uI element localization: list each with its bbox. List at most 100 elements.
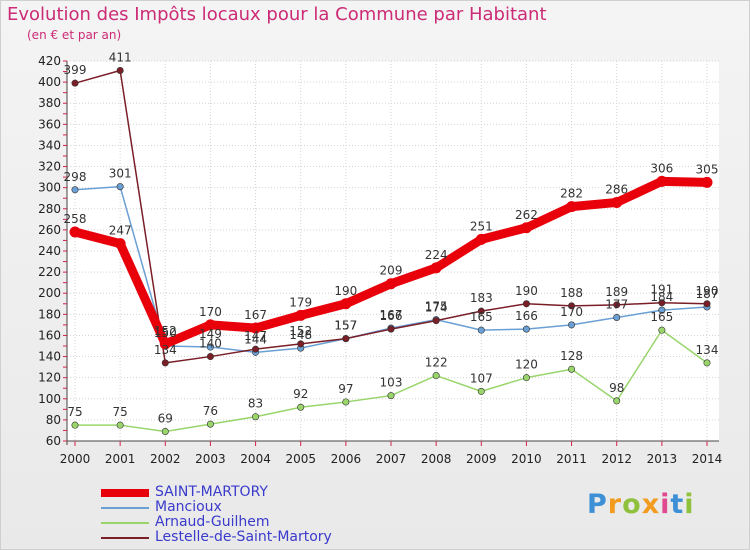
y-tick-label: 140: [38, 350, 61, 364]
data-label: 298: [64, 170, 87, 184]
chart-subtitle: (en € et par an): [27, 28, 122, 42]
y-tick-label: 160: [38, 328, 61, 342]
data-point: [656, 175, 668, 187]
data-point: [116, 421, 124, 429]
x-tick-label: 2012: [601, 452, 632, 466]
x-tick-label: 2000: [60, 452, 91, 466]
data-label: 103: [380, 376, 403, 390]
legend-label: Mancioux: [155, 499, 222, 515]
data-point: [252, 345, 260, 353]
data-point: [206, 343, 214, 351]
data-point: [568, 302, 576, 310]
data-label: 166: [515, 309, 538, 323]
data-point: [701, 176, 713, 188]
proxiti-logo: Proxiti: [587, 489, 695, 520]
data-label: 187: [696, 287, 719, 301]
series: [69, 67, 713, 435]
legend-label: SAINT-MARTORY: [155, 484, 268, 500]
data-point: [114, 238, 126, 250]
x-tick-label: 2013: [647, 452, 678, 466]
grid: [67, 60, 719, 442]
data-label: 262: [515, 208, 538, 222]
data-label: 305: [696, 162, 719, 176]
data-point: [387, 325, 395, 333]
data-point: [703, 359, 711, 367]
data-label: 174: [425, 301, 448, 315]
data-point: [387, 392, 395, 400]
y-tick-label: 340: [38, 138, 61, 152]
data-point: [568, 365, 576, 373]
y-tick-label: 280: [38, 202, 61, 216]
y-tick-label: 260: [38, 223, 61, 237]
data-point: [658, 326, 666, 334]
data-label: 150: [154, 326, 177, 340]
data-point: [116, 183, 124, 191]
data-label: 170: [560, 305, 583, 319]
data-label: 134: [696, 343, 719, 357]
data-label: 188: [560, 286, 583, 300]
data-label: 247: [109, 224, 132, 238]
data-point: [566, 201, 578, 213]
data-point: [206, 420, 214, 428]
y-tick-label: 400: [38, 75, 61, 89]
data-point: [71, 421, 79, 429]
data-point: [161, 427, 169, 435]
data-point: [703, 300, 711, 308]
data-label: 122: [425, 356, 448, 370]
chart-title: Evolution des Impôts locaux pour la Comm…: [7, 4, 547, 25]
data-label: 107: [470, 371, 493, 385]
data-label: 149: [199, 327, 222, 341]
data-label: 157: [334, 319, 357, 333]
legend-swatch: [101, 489, 149, 497]
data-label: 301: [109, 167, 132, 181]
data-label: 147: [244, 329, 267, 343]
data-label: 167: [244, 308, 267, 322]
data-point: [340, 298, 352, 310]
data-point: [252, 413, 260, 421]
x-tick-label: 2008: [421, 452, 452, 466]
data-label: 286: [605, 182, 628, 196]
data-label: 399: [64, 63, 87, 77]
y-tick-label: 180: [38, 307, 61, 321]
y-tick-label: 60: [46, 434, 61, 448]
x-tick-label: 2001: [105, 452, 136, 466]
x-tick-label: 2002: [150, 452, 181, 466]
y-tick-label: 100: [38, 392, 61, 406]
data-point: [611, 196, 623, 208]
legend-swatch: [101, 507, 149, 509]
data-label: 190: [515, 284, 538, 298]
data-label: 152: [289, 324, 312, 338]
data-label: 175: [425, 300, 448, 314]
data-label: 251: [470, 219, 493, 233]
data-label: 167: [380, 308, 403, 322]
data-label: 209: [380, 264, 403, 278]
legend-label: Lestelle-de-Saint-Martory: [155, 529, 332, 545]
data-label: 152: [154, 324, 177, 338]
data-label: 170: [199, 305, 222, 319]
data-point: [477, 307, 485, 315]
legend-item: Lestelle-de-Saint-Martory: [101, 529, 421, 545]
x-tick-label: 2004: [240, 452, 271, 466]
data-point: [522, 374, 530, 382]
data-point: [477, 387, 485, 395]
data-label: 177: [605, 298, 628, 312]
data-label: 120: [515, 358, 538, 372]
data-point: [385, 278, 397, 290]
y-tick-label: 380: [38, 96, 61, 110]
y-tick-label: 220: [38, 265, 61, 279]
data-point: [658, 299, 666, 307]
data-label: 189: [605, 285, 628, 299]
legend-item: Mancioux: [101, 499, 421, 515]
axes: 60 80 100 120 140 160 180 200 220 240 260 280 300 320…: [38, 54, 722, 466]
data-point: [161, 359, 169, 367]
y-tick-label: 80: [46, 413, 61, 427]
data-label: 190: [334, 284, 357, 298]
data-label: 75: [67, 405, 82, 419]
data-point: [116, 67, 124, 75]
data-label: 184: [650, 290, 673, 304]
legend-swatch: [101, 537, 149, 539]
data-label: 191: [650, 283, 673, 297]
data-point: [477, 326, 485, 334]
data-point: [69, 226, 81, 238]
